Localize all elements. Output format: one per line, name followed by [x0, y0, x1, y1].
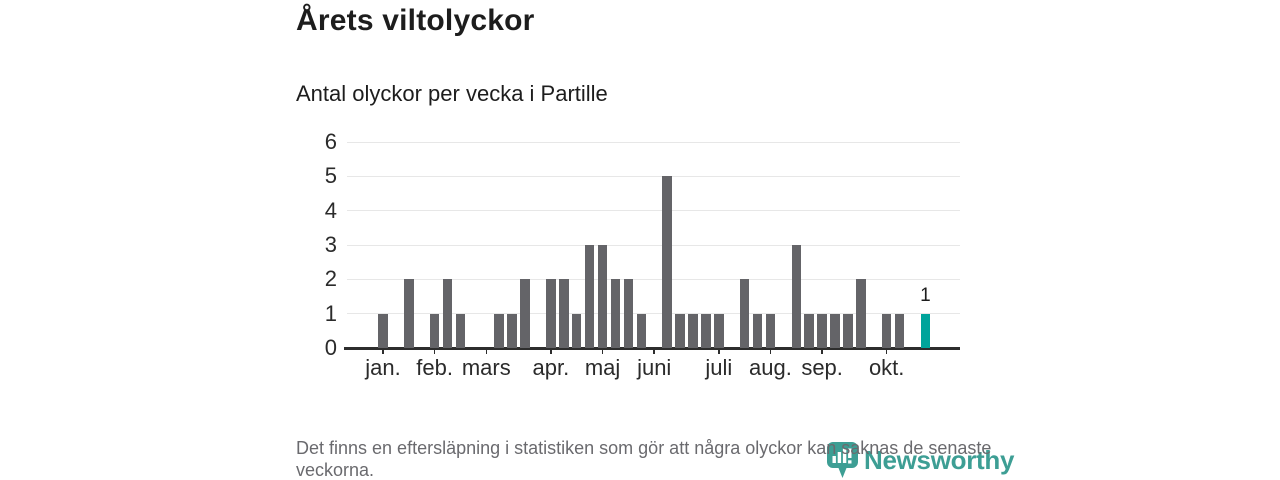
- bar: [752, 313, 763, 348]
- bar: [662, 176, 672, 348]
- x-axis-month-label: apr.: [532, 355, 570, 380]
- bar: [559, 279, 569, 348]
- y-axis-tick-label: 4: [324, 197, 337, 223]
- x-axis-tick: [601, 348, 604, 354]
- x-axis-baseline: [344, 347, 960, 350]
- y-axis-tick-label: 1: [324, 300, 337, 326]
- bar: [429, 313, 440, 348]
- bar: [571, 313, 582, 348]
- bar: [404, 279, 414, 348]
- bar: [765, 313, 776, 348]
- bar: [843, 313, 853, 348]
- newsworthy-pin-barchart-icon: [827, 442, 858, 478]
- bar: [584, 245, 595, 348]
- bar: [688, 313, 698, 348]
- bar: [894, 313, 905, 348]
- y-axis-tick-label: 2: [324, 266, 337, 292]
- highlight-value-label: 1: [920, 284, 931, 306]
- bar: [830, 313, 840, 348]
- x-axis-month-label: jan.: [365, 355, 401, 380]
- x-axis-month-label: mars: [461, 355, 511, 380]
- newsworthy-logo: Newsworthy: [826, 441, 1014, 479]
- x-axis-month-label: juli: [705, 355, 733, 380]
- x-axis-month-label: maj: [584, 355, 621, 380]
- bar: [714, 313, 724, 348]
- x-axis-tick: [821, 348, 823, 354]
- x-axis-month-label: juni: [637, 355, 672, 380]
- bar: [610, 279, 621, 348]
- chart-title: Årets viltolyckor: [296, 4, 535, 37]
- x-axis-month-label: feb.: [416, 355, 453, 380]
- bar: [546, 279, 556, 348]
- bar: [378, 313, 388, 348]
- y-axis-tick-label: 3: [324, 232, 337, 257]
- bar: [817, 313, 827, 348]
- y-axis-tick-label: 5: [324, 163, 337, 189]
- bar: [636, 313, 647, 348]
- bar: [623, 279, 634, 348]
- gridline: [347, 244, 960, 246]
- gridline: [347, 141, 960, 143]
- y-axis-tick-label: 0: [324, 335, 337, 360]
- x-axis-tick: [485, 348, 488, 354]
- x-axis-tick: [382, 348, 384, 354]
- x-axis-tick: [433, 348, 436, 354]
- bar: [507, 313, 517, 348]
- newsworthy-wordmark: Newsworthy: [864, 445, 1015, 475]
- bar: [675, 313, 685, 348]
- x-axis-tick: [550, 348, 552, 354]
- x-axis-tick: [769, 348, 772, 354]
- chart-subtitle: Antal olyckor per vecka i Partille: [296, 81, 608, 106]
- x-axis-tick: [885, 348, 888, 354]
- bar: [739, 279, 750, 348]
- bar: [856, 279, 866, 348]
- x-axis-tick: [718, 348, 720, 354]
- x-axis-month-label: aug.: [749, 355, 792, 380]
- bar: [804, 313, 814, 348]
- y-axis-tick-label: 6: [324, 129, 337, 154]
- bar: [455, 313, 466, 348]
- gridline: [347, 210, 960, 212]
- bar: [791, 245, 802, 348]
- footnote-text: Det finns en eftersläpning i statistiken…: [296, 438, 992, 480]
- plot-area: jan. feb. mars apr. maj juni juli aug. sep. okt. 1: [344, 141, 960, 380]
- bar: [881, 313, 892, 348]
- gridline: [347, 278, 960, 280]
- bar: [597, 245, 608, 348]
- gridline: [347, 313, 960, 315]
- x-axis-month-label: sep.: [801, 355, 843, 380]
- bar: [701, 313, 711, 348]
- gridline: [347, 175, 960, 177]
- bar: [494, 313, 504, 348]
- x-axis-tick: [653, 348, 655, 354]
- x-axis-month-label: okt.: [868, 355, 905, 380]
- highlight-bar: [920, 313, 931, 348]
- bar: [520, 279, 530, 348]
- bar: [442, 279, 453, 348]
